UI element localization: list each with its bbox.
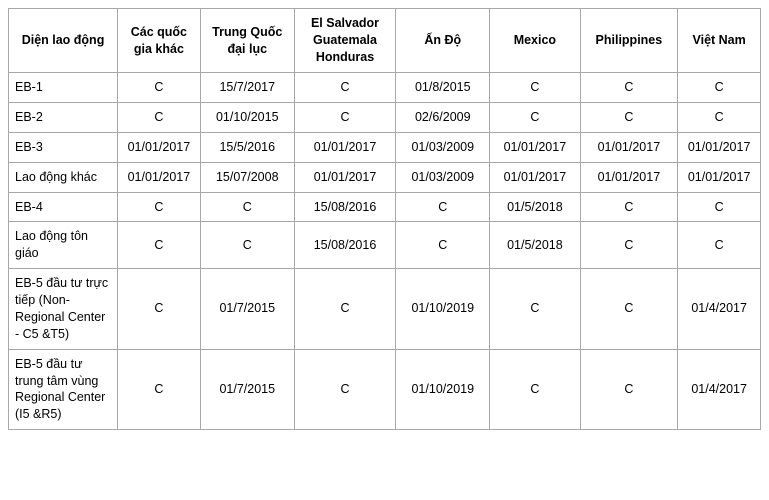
cell-value: C: [580, 192, 678, 222]
cell-value: 01/01/2017: [678, 132, 761, 162]
cell-value: 15/07/2008: [200, 162, 294, 192]
cell-value: C: [396, 192, 490, 222]
cell-value: C: [678, 222, 761, 269]
cell-value: 01/01/2017: [118, 132, 201, 162]
cell-value: 01/7/2015: [200, 349, 294, 430]
table-row: Lao động tôn giáoCC15/08/2016C01/5/2018C…: [9, 222, 761, 269]
cell-value: 01/5/2018: [490, 192, 580, 222]
cell-value: 01/10/2019: [396, 269, 490, 350]
cell-value: 01/5/2018: [490, 222, 580, 269]
cell-value: 15/08/2016: [294, 222, 396, 269]
row-label: EB-5 đầu tư trực tiếp (Non-Regional Cent…: [9, 269, 118, 350]
cell-value: C: [490, 269, 580, 350]
cell-value: 01/03/2009: [396, 132, 490, 162]
cell-value: C: [294, 102, 396, 132]
cell-value: 01/03/2009: [396, 162, 490, 192]
cell-value: C: [580, 349, 678, 430]
table-row: EB-5 đầu tư trung tâm vùng Regional Cent…: [9, 349, 761, 430]
cell-value: 02/6/2009: [396, 102, 490, 132]
table-row: Lao động khác01/01/201715/07/200801/01/2…: [9, 162, 761, 192]
cell-value: 01/10/2019: [396, 349, 490, 430]
cell-value: C: [294, 349, 396, 430]
cell-value: C: [294, 269, 396, 350]
col-header-mexico: Mexico: [490, 9, 580, 73]
row-label: EB-4: [9, 192, 118, 222]
row-label: EB-2: [9, 102, 118, 132]
cell-value: C: [118, 73, 201, 103]
cell-value: 01/01/2017: [490, 132, 580, 162]
cell-value: C: [118, 222, 201, 269]
col-header-category: Diện lao động: [9, 9, 118, 73]
cell-value: C: [294, 73, 396, 103]
cell-value: C: [580, 102, 678, 132]
cell-value: C: [490, 73, 580, 103]
cell-value: C: [118, 192, 201, 222]
cell-value: C: [580, 222, 678, 269]
cell-value: 01/7/2015: [200, 269, 294, 350]
cell-value: C: [118, 102, 201, 132]
row-label: EB-1: [9, 73, 118, 103]
col-header-vietnam: Việt Nam: [678, 9, 761, 73]
cell-value: 01/01/2017: [490, 162, 580, 192]
col-header-philippines: Philippines: [580, 9, 678, 73]
cell-value: C: [118, 349, 201, 430]
cell-value: C: [490, 349, 580, 430]
cell-value: 01/8/2015: [396, 73, 490, 103]
cell-value: 01/01/2017: [678, 162, 761, 192]
cell-value: C: [396, 222, 490, 269]
cell-value: C: [678, 192, 761, 222]
cell-value: 15/5/2016: [200, 132, 294, 162]
visa-bulletin-table: Diện lao động Các quốc gia khác Trung Qu…: [8, 8, 761, 430]
cell-value: 01/4/2017: [678, 269, 761, 350]
cell-value: 01/01/2017: [294, 132, 396, 162]
cell-value: C: [678, 73, 761, 103]
cell-value: 01/01/2017: [580, 162, 678, 192]
cell-value: 01/01/2017: [580, 132, 678, 162]
cell-value: C: [580, 73, 678, 103]
cell-value: 15/08/2016: [294, 192, 396, 222]
cell-value: C: [678, 102, 761, 132]
cell-value: C: [580, 269, 678, 350]
cell-value: 15/7/2017: [200, 73, 294, 103]
cell-value: 01/4/2017: [678, 349, 761, 430]
cell-value: C: [118, 269, 201, 350]
cell-value: 01/10/2015: [200, 102, 294, 132]
table-row: EB-4CC15/08/2016C01/5/2018CC: [9, 192, 761, 222]
col-header-other-countries: Các quốc gia khác: [118, 9, 201, 73]
col-header-india: Ấn Độ: [396, 9, 490, 73]
col-header-china: Trung Quốc đại lục: [200, 9, 294, 73]
table-row: EB-1C15/7/2017C01/8/2015CCC: [9, 73, 761, 103]
row-label: Lao động khác: [9, 162, 118, 192]
table-header: Diện lao động Các quốc gia khác Trung Qu…: [9, 9, 761, 73]
row-label: EB-3: [9, 132, 118, 162]
cell-value: C: [200, 222, 294, 269]
table-row: EB-5 đầu tư trực tiếp (Non-Regional Cent…: [9, 269, 761, 350]
table-row: EB-2C01/10/2015C02/6/2009CCC: [9, 102, 761, 132]
row-label: EB-5 đầu tư trung tâm vùng Regional Cent…: [9, 349, 118, 430]
cell-value: 01/01/2017: [294, 162, 396, 192]
table-row: EB-301/01/201715/5/201601/01/201701/03/2…: [9, 132, 761, 162]
table-body: EB-1C15/7/2017C01/8/2015CCCEB-2C01/10/20…: [9, 73, 761, 430]
cell-value: C: [490, 102, 580, 132]
row-label: Lao động tôn giáo: [9, 222, 118, 269]
cell-value: 01/01/2017: [118, 162, 201, 192]
col-header-elsalvador-guatemala-honduras: El Salvador Guatemala Honduras: [294, 9, 396, 73]
header-row: Diện lao động Các quốc gia khác Trung Qu…: [9, 9, 761, 73]
cell-value: C: [200, 192, 294, 222]
